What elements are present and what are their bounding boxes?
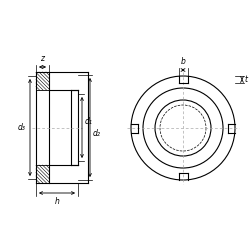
Bar (36, 165, 49, 183)
Text: b: b (180, 57, 186, 66)
Text: d₂: d₂ (93, 130, 101, 138)
Text: h: h (54, 197, 60, 206)
Bar (36, 72, 49, 90)
Text: d₁: d₁ (85, 118, 93, 126)
Text: d₃: d₃ (18, 124, 26, 132)
Text: t: t (245, 75, 248, 84)
Text: z: z (40, 54, 44, 63)
